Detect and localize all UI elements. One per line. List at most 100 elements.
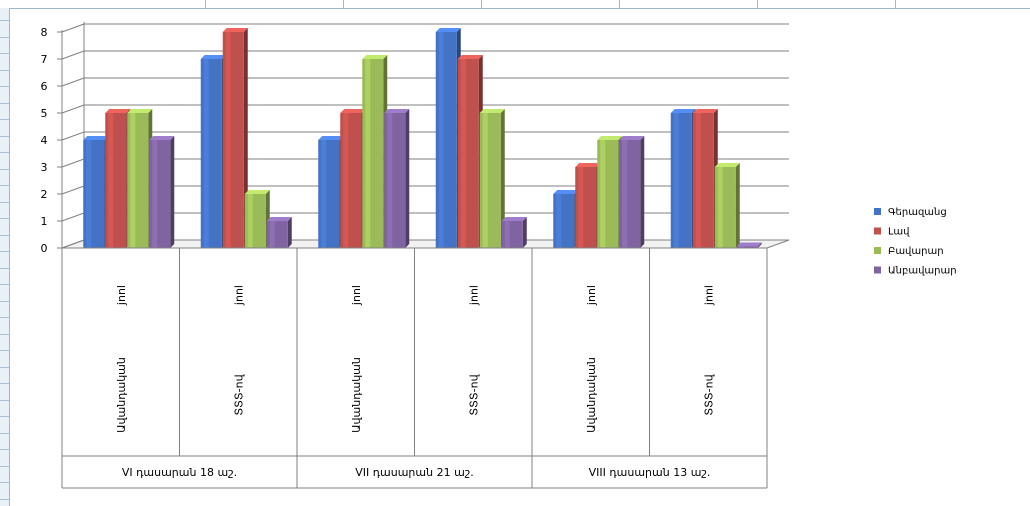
legend-label: Գերազանց [888, 207, 947, 218]
subcategory-label: ՏՏՏ-ով [467, 373, 480, 415]
bar-highlight [152, 140, 158, 248]
side-gridline [61, 212, 85, 222]
bar-highlight [321, 140, 327, 248]
bar-side [735, 163, 740, 248]
bar-top [244, 190, 270, 194]
bar-top [575, 163, 601, 167]
bar-side [405, 109, 410, 248]
y-tick-label: 3 [41, 161, 48, 174]
bar-top [362, 55, 388, 59]
side-gridline [61, 50, 85, 60]
bar-top [457, 55, 483, 59]
y-tick-label: 5 [41, 107, 48, 120]
legend-label: Անբավարար [888, 266, 957, 277]
bar-highlight [578, 167, 584, 248]
bar-highlight [673, 113, 679, 248]
subcategory-label: ՏՏՏ-ով [232, 373, 245, 415]
bar-highlight [556, 194, 562, 248]
side-gridline [61, 77, 85, 87]
bar-top [222, 28, 248, 32]
bar-top [340, 109, 366, 113]
bar-top [714, 163, 740, 167]
bar-highlight [365, 59, 371, 248]
bar-top [501, 217, 527, 221]
bar-top [670, 109, 696, 113]
bar-top [597, 136, 623, 140]
bar-highlight [247, 194, 253, 248]
bar-top [127, 109, 153, 113]
category-label: jnnl [232, 285, 245, 306]
legend-swatch [874, 266, 881, 274]
bar-top [435, 28, 461, 32]
subcategory-label: ՏՏՏ-ով [702, 373, 715, 415]
category-label: jnnl [350, 285, 363, 306]
category-label: jnnl [585, 285, 598, 306]
bar-highlight [622, 140, 628, 248]
y-tick-label: 6 [41, 80, 48, 93]
bar-side [287, 217, 292, 248]
side-gridline [61, 158, 85, 168]
bar-top [200, 55, 226, 59]
y-tick-label: 8 [41, 26, 48, 39]
bar-highlight [438, 32, 444, 248]
group-label: VIII դասարան 13 աշ. [589, 466, 711, 479]
bar [736, 246, 758, 248]
bar-top [318, 136, 344, 140]
bar-top [83, 136, 109, 140]
bar-top [149, 136, 175, 140]
bar-highlight [130, 113, 136, 248]
subcategory-label: Ավանդական [115, 357, 128, 433]
legend-swatch [874, 208, 881, 215]
bar-side [757, 242, 762, 248]
bar-highlight [504, 221, 510, 248]
side-gridline [61, 23, 85, 33]
bar-highlight [482, 113, 488, 248]
bar-top [736, 242, 762, 247]
bar-side [640, 136, 645, 248]
subcategory-label: Ավանդական [350, 357, 363, 433]
spreadsheet-column-header [0, 0, 1030, 9]
y-tick-label: 7 [41, 53, 48, 66]
bar-side [170, 136, 175, 248]
bar-highlight [203, 59, 209, 248]
bar-top [479, 109, 505, 113]
bar-top [553, 190, 579, 194]
bar-highlight [695, 113, 701, 248]
bar-highlight [717, 167, 723, 248]
side-gridline [61, 185, 85, 195]
bar-side [522, 217, 527, 248]
bar-highlight [387, 113, 393, 248]
bar-highlight [108, 113, 114, 248]
bar-top [384, 109, 410, 113]
bar-highlight [460, 59, 466, 248]
category-label: jnnl [467, 285, 480, 306]
legend-label: Լավ [888, 227, 910, 238]
bar-top [692, 109, 718, 113]
subcategory-label: Ավանդական [585, 357, 598, 433]
y-tick-label: 0 [41, 242, 48, 255]
bar-highlight [739, 246, 745, 248]
group-label: VII դասարան 21 աշ. [355, 466, 474, 479]
bar-highlight [600, 140, 606, 248]
category-label: jnnl [702, 285, 715, 306]
group-label: VI դասարան 18 աշ. [122, 466, 237, 479]
y-tick-label: 2 [41, 188, 48, 201]
side-gridline [61, 131, 85, 141]
legend-swatch [874, 247, 881, 254]
legend-swatch [874, 227, 881, 235]
bar-top [266, 217, 292, 221]
side-gridline [61, 239, 85, 249]
bar-side [500, 109, 505, 248]
bar-highlight [343, 113, 349, 248]
legend-label: Բավարար [888, 246, 944, 257]
bar-top [619, 136, 645, 140]
bar-highlight [269, 221, 275, 248]
spreadsheet-row-header [0, 8, 10, 506]
y-tick-label: 1 [41, 215, 48, 228]
bar-top [105, 109, 131, 113]
side-gridline [61, 104, 85, 114]
bar-highlight [225, 32, 231, 248]
bar-highlight [86, 140, 92, 248]
y-tick-label: 4 [41, 134, 48, 147]
